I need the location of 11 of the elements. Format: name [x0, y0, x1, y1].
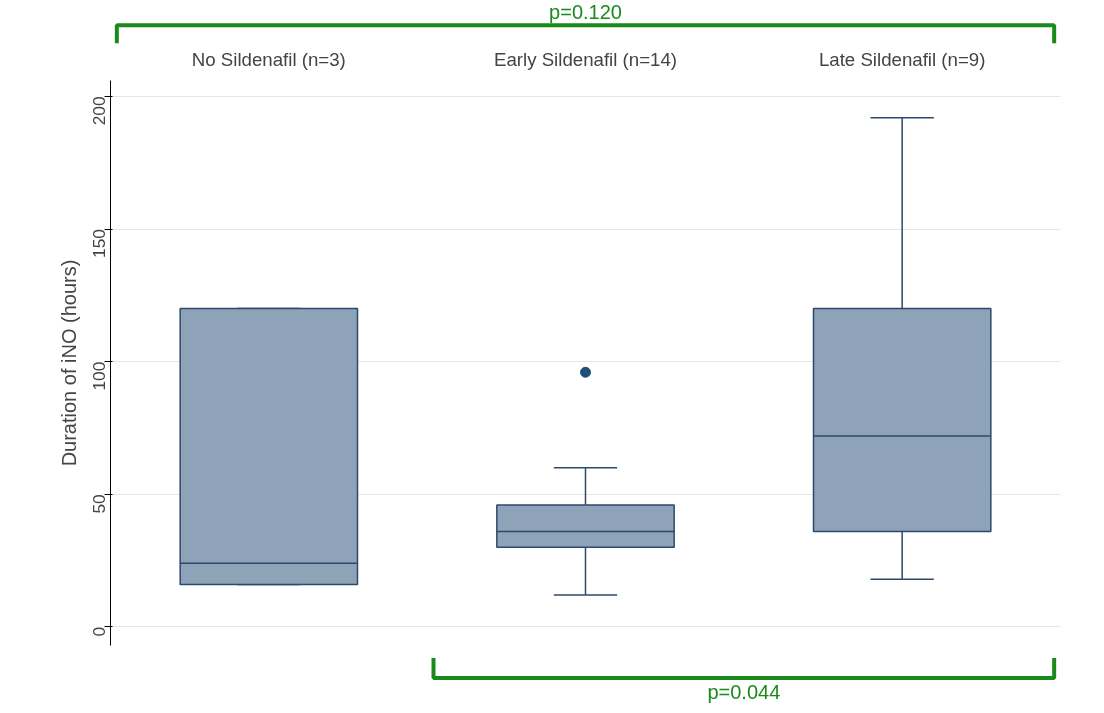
x-tick-label: Late Sildenafil (n=9) [818, 48, 986, 70]
x-tick-label: Early Sildenafil (n=14) [493, 48, 678, 70]
y-tick-label: 200 [89, 96, 110, 126]
text: p=0.044 [707, 680, 781, 703]
y-tick-label: 150 [89, 229, 110, 258]
y-axis-title: Duration of iNO (hours) [57, 259, 80, 467]
x-tick-label: No Sildenafil (n=3) [191, 48, 346, 70]
y-tick-label: 50 [89, 494, 110, 514]
y-tick-label: 100 [89, 361, 110, 391]
text: p=0.120 [549, 1, 622, 23]
y-tick-label: 0 [89, 626, 110, 637]
